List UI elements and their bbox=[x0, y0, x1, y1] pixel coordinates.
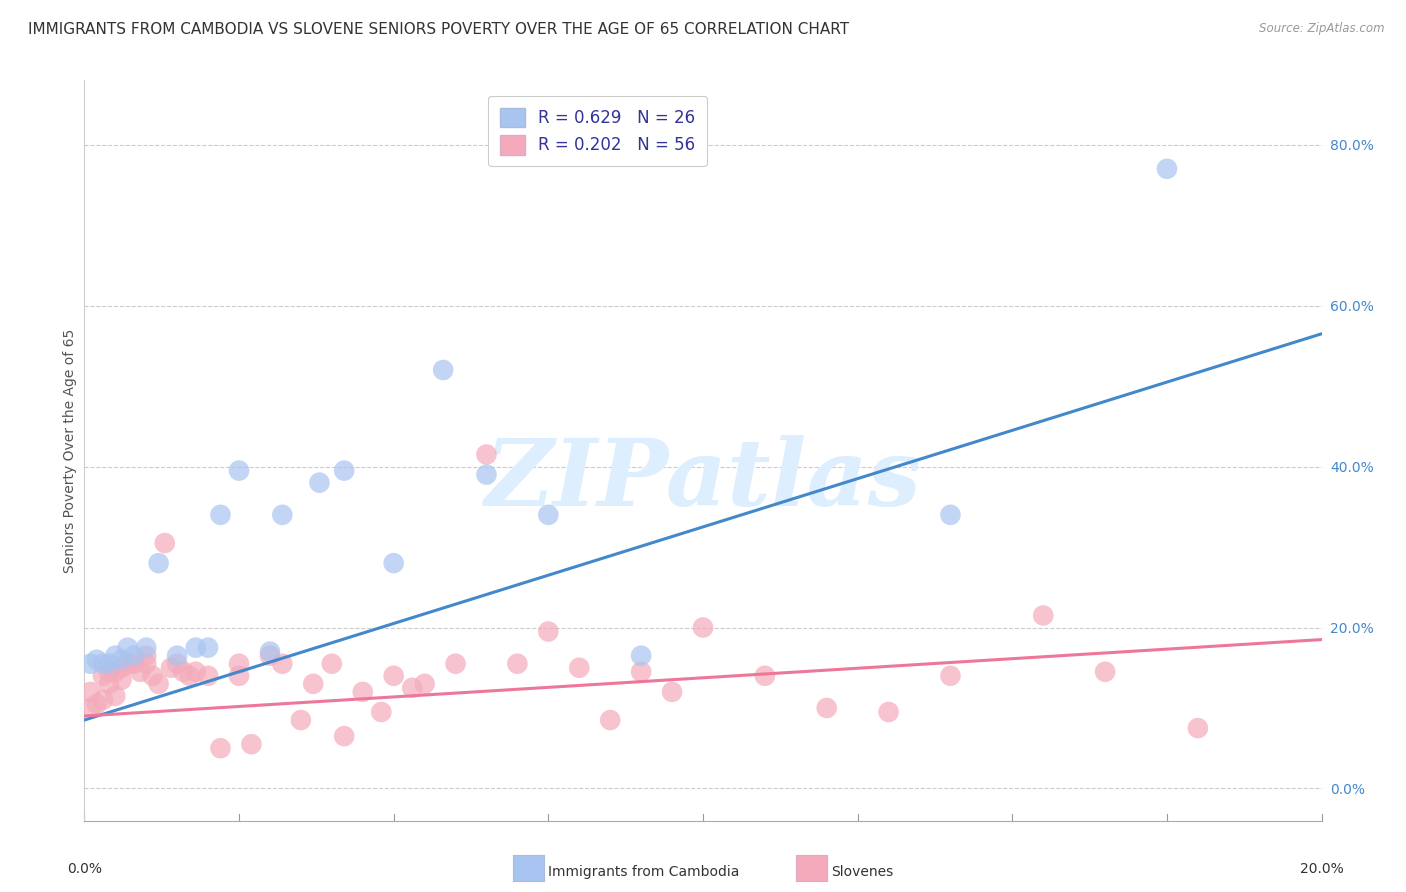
Point bbox=[91, 693, 114, 707]
Point bbox=[228, 657, 250, 671]
Point bbox=[413, 677, 436, 691]
Point bbox=[228, 464, 250, 478]
Point bbox=[129, 665, 152, 679]
Point bbox=[228, 669, 250, 683]
Point bbox=[79, 701, 101, 715]
Point bbox=[141, 669, 163, 683]
Point bbox=[630, 648, 652, 663]
Point bbox=[290, 713, 312, 727]
Point bbox=[166, 657, 188, 671]
Point bbox=[110, 653, 132, 667]
Point bbox=[197, 640, 219, 655]
Point bbox=[209, 508, 232, 522]
Point bbox=[599, 713, 621, 727]
Point bbox=[148, 677, 170, 691]
Point bbox=[184, 640, 207, 655]
Point bbox=[321, 657, 343, 671]
Point bbox=[91, 657, 114, 671]
Point bbox=[1032, 608, 1054, 623]
Legend: R = 0.629   N = 26, R = 0.202   N = 56: R = 0.629 N = 26, R = 0.202 N = 56 bbox=[488, 96, 707, 166]
Point bbox=[153, 536, 176, 550]
Point bbox=[475, 467, 498, 482]
Point bbox=[370, 705, 392, 719]
Point bbox=[259, 645, 281, 659]
Point bbox=[135, 640, 157, 655]
Point bbox=[754, 669, 776, 683]
Point bbox=[117, 657, 139, 671]
Point bbox=[568, 661, 591, 675]
Text: Source: ZipAtlas.com: Source: ZipAtlas.com bbox=[1260, 22, 1385, 36]
Point bbox=[104, 689, 127, 703]
Point bbox=[104, 665, 127, 679]
Point bbox=[110, 661, 132, 675]
Point bbox=[939, 508, 962, 522]
Text: Slovenes: Slovenes bbox=[831, 865, 893, 880]
Point bbox=[333, 729, 356, 743]
Point bbox=[382, 669, 405, 683]
Point bbox=[302, 677, 325, 691]
Point bbox=[86, 697, 108, 711]
Point bbox=[98, 657, 121, 671]
Point bbox=[184, 665, 207, 679]
Point bbox=[86, 653, 108, 667]
Point bbox=[240, 737, 263, 751]
Point bbox=[98, 677, 121, 691]
Point bbox=[352, 685, 374, 699]
Point bbox=[661, 685, 683, 699]
Point bbox=[98, 665, 121, 679]
Point bbox=[815, 701, 838, 715]
Y-axis label: Seniors Poverty Over the Age of 65: Seniors Poverty Over the Age of 65 bbox=[63, 328, 77, 573]
Point bbox=[444, 657, 467, 671]
Text: IMMIGRANTS FROM CAMBODIA VS SLOVENE SENIORS POVERTY OVER THE AGE OF 65 CORRELATI: IMMIGRANTS FROM CAMBODIA VS SLOVENE SENI… bbox=[28, 22, 849, 37]
Point bbox=[197, 669, 219, 683]
Point bbox=[179, 669, 201, 683]
Point bbox=[401, 681, 423, 695]
Point bbox=[506, 657, 529, 671]
Point bbox=[308, 475, 330, 490]
Point bbox=[1094, 665, 1116, 679]
Point bbox=[692, 620, 714, 634]
Point bbox=[259, 648, 281, 663]
Point bbox=[537, 508, 560, 522]
Point bbox=[1156, 161, 1178, 176]
Point bbox=[79, 685, 101, 699]
Point bbox=[432, 363, 454, 377]
Point bbox=[271, 508, 294, 522]
Point bbox=[877, 705, 900, 719]
Point bbox=[382, 556, 405, 570]
Point bbox=[135, 657, 157, 671]
Point bbox=[160, 661, 183, 675]
Point bbox=[135, 648, 157, 663]
Point bbox=[333, 464, 356, 478]
Point bbox=[271, 657, 294, 671]
Point bbox=[148, 556, 170, 570]
Point bbox=[79, 657, 101, 671]
Point bbox=[110, 673, 132, 687]
Point bbox=[172, 665, 194, 679]
Point bbox=[104, 648, 127, 663]
Point bbox=[122, 657, 145, 671]
Point bbox=[209, 741, 232, 756]
Point bbox=[537, 624, 560, 639]
Text: ZIPatlas: ZIPatlas bbox=[485, 435, 921, 525]
Point bbox=[630, 665, 652, 679]
Point bbox=[117, 640, 139, 655]
Point bbox=[91, 669, 114, 683]
Point bbox=[475, 448, 498, 462]
Text: Immigrants from Cambodia: Immigrants from Cambodia bbox=[548, 865, 740, 880]
Text: 0.0%: 0.0% bbox=[67, 863, 101, 877]
Text: 20.0%: 20.0% bbox=[1299, 863, 1344, 877]
Point bbox=[939, 669, 962, 683]
Point bbox=[166, 648, 188, 663]
Point bbox=[1187, 721, 1209, 735]
Point bbox=[122, 648, 145, 663]
